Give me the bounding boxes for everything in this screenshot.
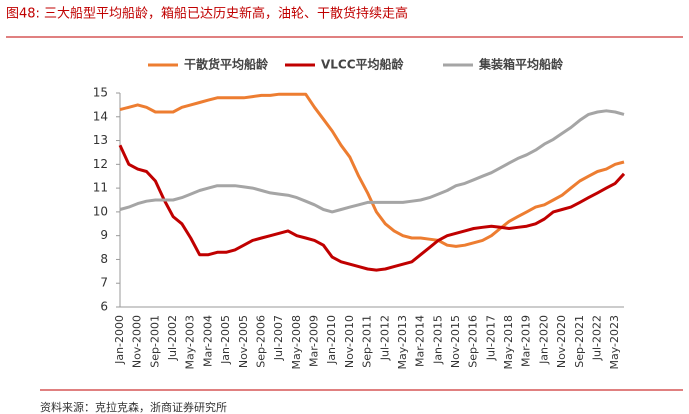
y-tick-label: 9: [100, 228, 108, 242]
y-tick-label: 12: [93, 157, 108, 171]
x-tick-label: Jul-2007: [272, 315, 285, 361]
x-tick-label: Jul-2012: [378, 315, 391, 361]
x-tick-label: Jul-2002: [166, 315, 179, 361]
legend-label: 集装箱平均船龄: [478, 57, 564, 72]
y-tick-label: 14: [93, 109, 108, 123]
x-tick-label: Jan-2020: [537, 315, 550, 365]
x-tick-label: Nov-2010: [343, 315, 356, 368]
series-line: [118, 144, 626, 272]
chart-title: 图48: 三大船型平均船龄，箱船已达历史新高，油轮、干散货持续走高: [6, 6, 408, 22]
series-line: [119, 92, 625, 248]
x-tick-label: Jan-2005: [219, 315, 232, 365]
x-tick-label: Jul-2022: [590, 315, 603, 361]
y-tick-label: 7: [100, 276, 108, 290]
x-tick-label: Sep-2006: [254, 315, 267, 368]
x-tick-label: Nov-2015: [449, 315, 462, 368]
x-tick-label: May-2013: [396, 315, 409, 370]
y-tick-label: 8: [100, 252, 108, 266]
x-tick-label: Nov-2000: [131, 315, 144, 368]
x-tick-label: Nov-2005: [237, 315, 250, 368]
series-line: [119, 109, 625, 214]
x-tick-label: Jul-2017: [484, 315, 497, 361]
source: 资料来源：克拉克森，浙商证券研究所: [40, 400, 227, 414]
x-tick-label: Mar-2019: [520, 315, 533, 367]
x-tick-label: Mar-2014: [414, 315, 427, 367]
x-tick-label: Mar-2009: [308, 315, 321, 367]
x-tick-label: May-2023: [608, 315, 621, 370]
x-tick-label: May-2003: [184, 315, 197, 370]
x-tick-label: Sep-2016: [467, 315, 480, 368]
x-tick-label: Jan-2015: [431, 315, 444, 365]
x-tick-label: Jan-2010: [325, 315, 338, 365]
x-tick-label: Mar-2004: [201, 315, 214, 367]
x-tick-label: Sep-2011: [361, 315, 374, 368]
y-tick-label: 11: [93, 181, 108, 195]
x-tick-label: Sep-2001: [148, 315, 161, 368]
y-tick-label: 10: [93, 204, 108, 218]
x-tick-label: Nov-2020: [555, 315, 568, 368]
legend-label: 干散货平均船龄: [184, 57, 269, 72]
legend-label: VLCC平均船龄: [321, 57, 405, 72]
x-tick-label: Jan-2000: [113, 315, 126, 365]
y-tick-label: 6: [100, 300, 108, 314]
y-tick-label: 13: [93, 133, 108, 147]
x-tick-label: Sep-2021: [573, 315, 586, 368]
y-tick-label: 15: [93, 86, 108, 100]
x-tick-label: May-2008: [290, 315, 303, 370]
x-tick-label: May-2018: [502, 315, 515, 370]
